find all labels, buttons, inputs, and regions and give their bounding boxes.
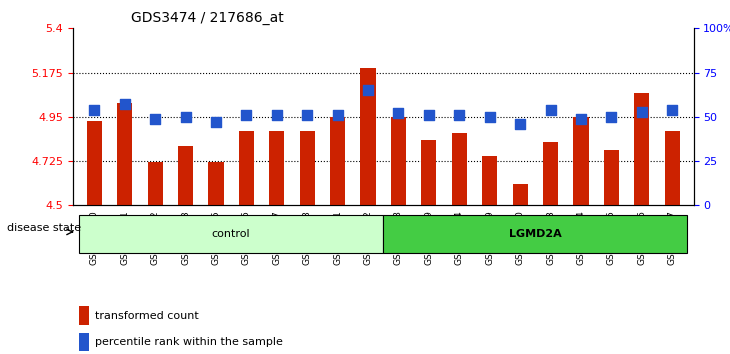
Point [423,112,435,118]
Bar [482,156,497,205]
Point [545,107,556,113]
Bar [361,68,376,205]
Bar [87,121,102,205]
Bar [604,150,619,205]
Point [453,112,465,118]
Point [119,102,131,107]
FancyBboxPatch shape [79,215,383,253]
Bar [239,131,254,205]
Bar [543,142,558,205]
Point [514,121,526,127]
Point [666,107,678,113]
Bar [421,141,437,205]
Point [210,119,222,125]
Bar [178,146,193,205]
Point [301,112,313,118]
Point [606,114,618,120]
Point [484,114,496,120]
Bar [79,306,88,325]
Point [575,116,587,121]
Text: disease state: disease state [7,223,82,233]
Bar [634,93,650,205]
Text: LGMD2A: LGMD2A [509,229,561,239]
Bar [208,162,223,205]
Bar [512,184,528,205]
Point [332,112,344,118]
Text: control: control [212,229,250,239]
Point [636,109,648,114]
Bar [391,117,406,205]
Point [88,107,100,113]
Bar [269,131,285,205]
Point [180,114,191,120]
Point [393,110,404,116]
Bar [299,131,315,205]
Point [362,87,374,93]
Bar [452,132,467,205]
FancyBboxPatch shape [383,215,688,253]
Bar [147,162,163,205]
Text: transformed count: transformed count [95,311,199,321]
Bar [79,333,88,351]
Point [271,112,283,118]
Text: GDS3474 / 217686_at: GDS3474 / 217686_at [131,11,284,25]
Point [241,112,253,118]
Text: percentile rank within the sample: percentile rank within the sample [95,337,283,347]
Bar [117,103,132,205]
Bar [573,117,588,205]
Bar [664,131,680,205]
Bar [330,117,345,205]
Point [149,116,161,121]
